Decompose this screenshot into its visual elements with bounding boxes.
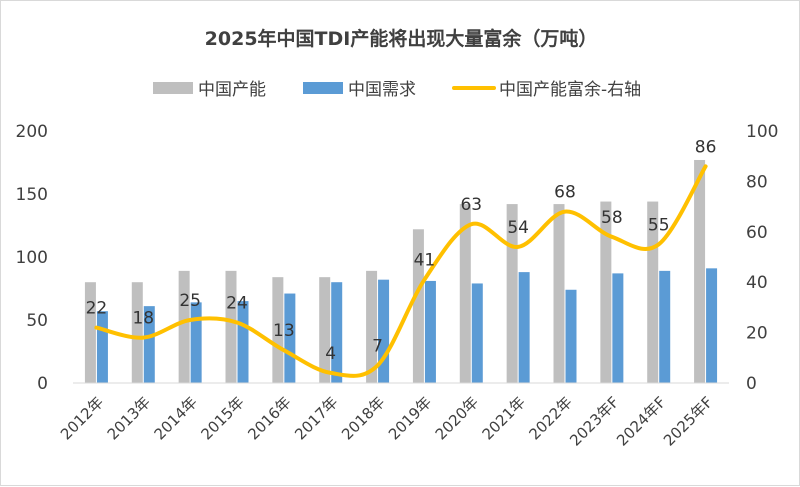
left-tick-label: 100 — [16, 248, 48, 268]
watermark-text: 雪球：--大圣-- — [607, 456, 717, 476]
legend: 中国产能 中国需求 中国产能富余-右轴 — [153, 80, 641, 100]
bar-demand — [424, 280, 436, 383]
left-axis: 0 50 100 150 200 — [16, 122, 48, 394]
bar-demand — [612, 273, 624, 383]
right-tick-label: 80 — [746, 172, 768, 192]
x-tick-label: 2012年 — [57, 393, 107, 443]
surplus-data-label: 54 — [507, 218, 529, 238]
surplus-data-label: 4 — [325, 344, 336, 364]
surplus-data-label: 22 — [86, 299, 108, 319]
bar-demand — [518, 272, 530, 383]
x-tick-label: 2014年 — [151, 393, 201, 443]
bar-capacity — [178, 270, 190, 383]
bar-capacity — [131, 282, 143, 383]
x-tick-label: 2021年 — [479, 393, 529, 443]
right-axis: 0 20 40 60 80 100 — [746, 122, 778, 394]
right-tick-label: 20 — [746, 324, 768, 344]
surplus-data-label: 25 — [179, 291, 201, 311]
right-tick-label: 60 — [746, 223, 768, 243]
legend-swatch-demand — [303, 82, 343, 94]
surplus-data-label: 13 — [273, 321, 295, 341]
left-tick-label: 0 — [37, 374, 48, 394]
x-tick-label: 2024年F — [613, 393, 669, 449]
bar-demand — [706, 268, 718, 383]
surplus-data-label: 7 — [372, 336, 383, 356]
surplus-data-label: 68 — [554, 183, 576, 203]
right-tick-label: 100 — [746, 122, 778, 142]
left-tick-label: 200 — [16, 122, 48, 142]
bar-capacity — [225, 270, 237, 383]
bar-demand — [190, 302, 202, 383]
x-tick-label: 2016年 — [244, 393, 294, 443]
legend-label-surplus: 中国产能富余-右轴 — [499, 80, 641, 100]
surplus-data-label: 41 — [414, 251, 436, 271]
surplus-data-label: 18 — [132, 309, 154, 329]
x-tick-label: 2018年 — [338, 393, 388, 443]
bar-demand — [471, 283, 483, 383]
bar-capacity — [84, 282, 96, 383]
surplus-data-label: 58 — [601, 208, 623, 228]
surplus-data-label: 86 — [695, 137, 717, 157]
bar-capacity — [553, 204, 565, 383]
right-tick-label: 40 — [746, 273, 768, 293]
surplus-data-label: 63 — [460, 195, 482, 215]
bar-demand — [237, 301, 249, 383]
bar-demand — [143, 306, 155, 383]
data-label-layer: 22 18 25 24 13 4 7 41 63 54 68 58 55 86 — [86, 137, 717, 364]
left-tick-label: 50 — [26, 311, 48, 331]
surplus-data-label: 24 — [226, 294, 248, 314]
surplus-series-line — [94, 164, 708, 378]
bar-capacity — [412, 229, 424, 383]
bar-layer — [84, 159, 718, 383]
x-tick-label: 2023年F — [566, 393, 622, 449]
bar-capacity — [694, 159, 706, 383]
x-tick-label: 2019年 — [385, 393, 435, 443]
legend-label-capacity: 中国产能 — [198, 80, 266, 100]
right-tick-label: 0 — [746, 374, 757, 394]
left-tick-label: 150 — [16, 185, 48, 205]
x-tick-label: 2025年F — [660, 393, 716, 449]
x-tick-label: 2013年 — [104, 393, 154, 443]
bar-demand — [331, 282, 343, 383]
x-axis: 2012年2013年2014年2015年2016年2017年2018年2019年… — [57, 393, 716, 449]
watermark-logo-icon — [584, 456, 602, 474]
bar-demand — [378, 279, 390, 383]
bar-capacity — [272, 277, 284, 383]
bar-demand — [659, 270, 671, 383]
bar-capacity — [600, 201, 612, 383]
x-tick-label: 2020年 — [432, 393, 482, 443]
watermark: 雪球：--大圣-- — [584, 456, 717, 476]
bar-demand — [96, 311, 108, 383]
bar-capacity — [647, 201, 659, 383]
bar-capacity — [459, 204, 471, 383]
bar-capacity — [366, 270, 378, 383]
bar-capacity — [506, 204, 518, 383]
chart-title: 2025年中国TDI产能将出现大量富余（万吨） — [205, 27, 598, 50]
bar-capacity — [319, 277, 331, 383]
legend-label-demand: 中国需求 — [348, 80, 416, 100]
x-tick-label: 2017年 — [291, 393, 341, 443]
x-tick-label: 2015年 — [197, 393, 247, 443]
surplus-data-label: 55 — [648, 215, 670, 235]
legend-swatch-capacity — [153, 82, 193, 94]
bar-demand — [565, 289, 577, 383]
bar-demand — [284, 293, 296, 383]
